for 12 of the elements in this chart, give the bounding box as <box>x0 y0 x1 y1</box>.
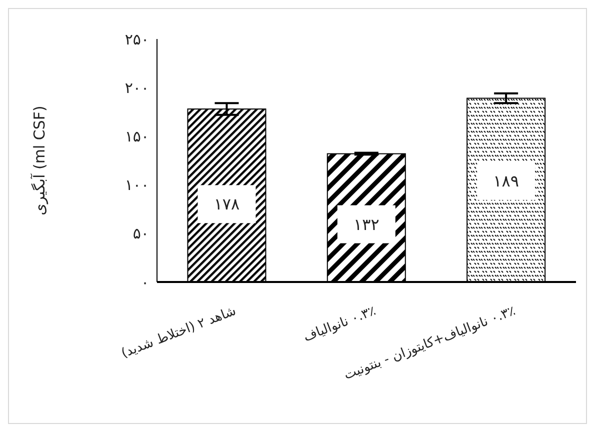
x-tick-label: ۰.۳٪ نانوالیاف <box>302 304 378 345</box>
y-tick-label: ۱۰۰ <box>124 176 149 194</box>
x-tick-label: شاهد ۲ (اختلاط شدید) <box>119 304 238 362</box>
y-tick-label: ۲۵۰ <box>124 30 149 48</box>
data-label: ۱۸۹ <box>493 171 519 190</box>
data-label: ۱۷۸ <box>214 194 240 214</box>
y-tick-label: ۰ <box>140 273 149 292</box>
data-label: ۱۳۲ <box>354 214 380 234</box>
y-tick-label: ۲۰۰ <box>124 78 149 97</box>
y-axis-title: آبگیری (ml CSF) <box>29 106 48 216</box>
y-tick-label: ۱۵۰ <box>124 128 149 146</box>
y-tick-label: ۵۰ <box>132 224 149 243</box>
